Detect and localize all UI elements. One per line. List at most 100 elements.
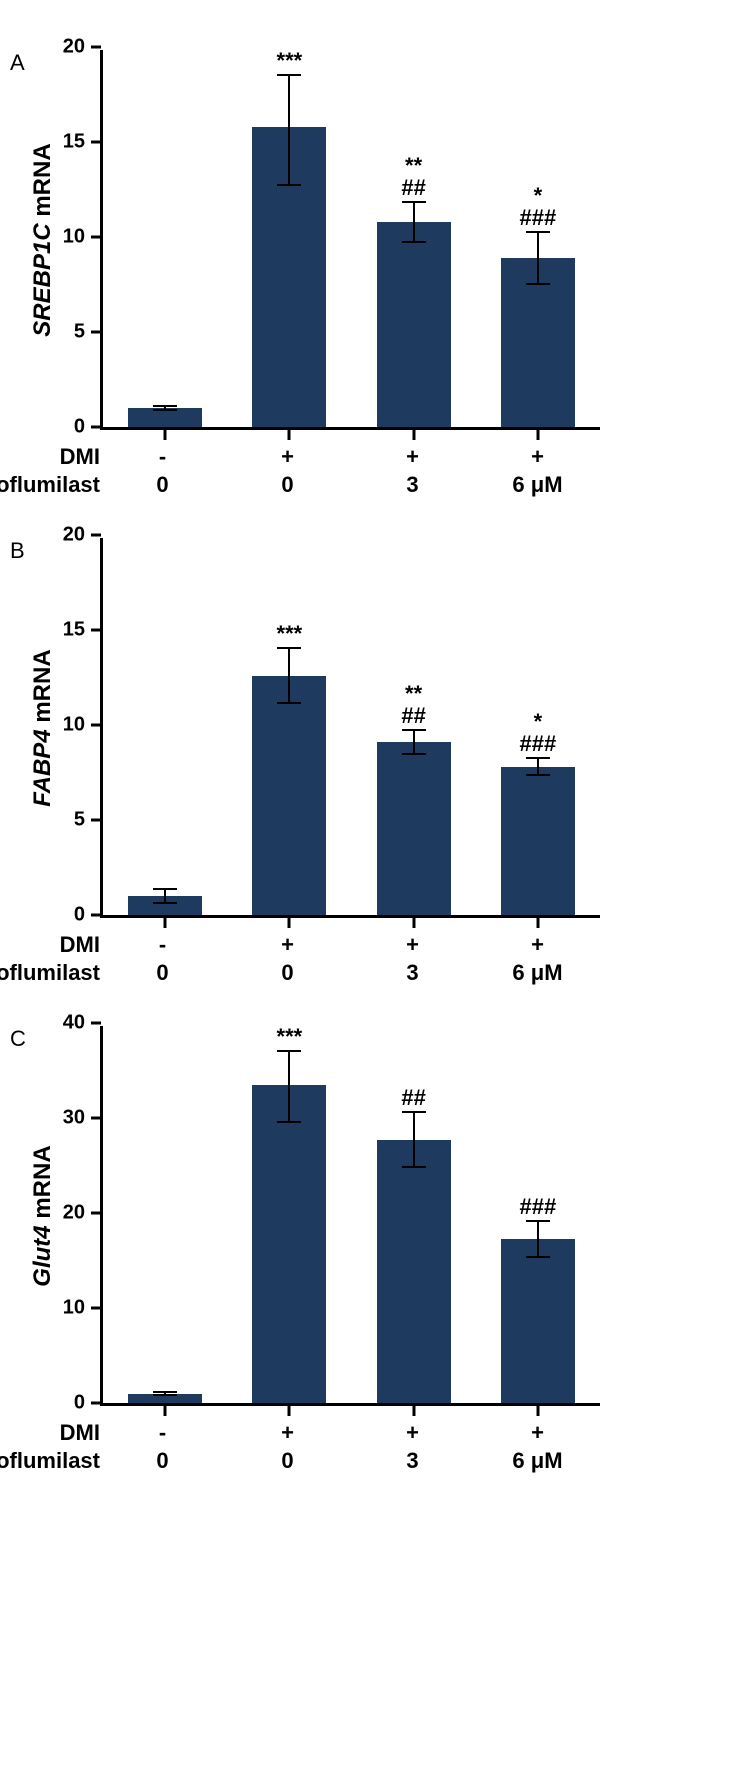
y-tick: 20	[63, 1202, 101, 1225]
error-cap	[526, 774, 550, 776]
error-cap	[277, 74, 301, 76]
y-tick-label: 10	[63, 714, 85, 737]
error-bar-lower	[413, 742, 415, 755]
y-tick-mark	[91, 724, 101, 727]
x-tick-mark	[288, 918, 291, 928]
bar	[501, 258, 575, 427]
error-cap	[277, 1121, 301, 1123]
bar	[377, 1140, 451, 1403]
y-tick-label: 5	[74, 321, 85, 344]
bar-slot: ***	[227, 50, 351, 427]
chart-panel: B05101520FABP4 mRNA*****##*###DMI-+++Rof…	[10, 538, 721, 986]
x-cell: +	[225, 932, 350, 958]
error-bar-upper	[288, 74, 290, 127]
x-cell: 0	[225, 960, 350, 986]
x-row-values: -+++	[100, 444, 600, 470]
x-cell: +	[475, 444, 600, 470]
significance-annotation: **##	[401, 683, 425, 727]
plot-area: 05101520FABP4 mRNA*****##*###	[100, 538, 600, 918]
x-cell: 0	[100, 472, 225, 498]
error-cap	[526, 231, 550, 233]
x-cell: +	[475, 1420, 600, 1446]
bar-slot: ***	[227, 1026, 351, 1403]
bar-slot: *###	[476, 50, 600, 427]
y-tick-mark	[91, 1022, 101, 1025]
panel-label: C	[10, 1026, 26, 1052]
x-labels: DMI-+++Roflumilast0036 μM	[100, 1420, 660, 1474]
x-row-title: DMI	[0, 932, 100, 958]
error-cap	[402, 1111, 426, 1113]
y-tick-label: 15	[63, 619, 85, 642]
x-cell: -	[100, 444, 225, 470]
x-tick-mark	[412, 918, 415, 928]
bar	[128, 1394, 202, 1404]
y-tick: 40	[63, 1012, 101, 1035]
bar-slot: ###	[476, 1026, 600, 1403]
y-tick-mark	[91, 1212, 101, 1215]
x-label-row: DMI-+++	[100, 932, 660, 958]
error-cap	[153, 409, 177, 411]
x-row-values: -+++	[100, 932, 600, 958]
error-bar-lower	[413, 1140, 415, 1169]
y-tick-label: 20	[63, 524, 85, 547]
x-cell: +	[350, 1420, 475, 1446]
y-tick-mark	[91, 629, 101, 632]
error-cap	[402, 753, 426, 755]
chart-wrap: 05101520SREBP1C mRNA*****##*###DMI-+++Ro…	[100, 50, 660, 498]
y-tick: 5	[74, 321, 101, 344]
y-tick-label: 30	[63, 1107, 85, 1130]
x-cell: 6 μM	[475, 472, 600, 498]
y-tick-label: 15	[63, 131, 85, 154]
y-tick-mark	[91, 914, 101, 917]
x-cell: +	[225, 1420, 350, 1446]
error-bar-upper	[288, 1050, 290, 1085]
bars-container: *****##*###	[103, 538, 600, 915]
bar	[128, 408, 202, 427]
y-tick: 10	[63, 226, 101, 249]
error-cap	[402, 201, 426, 203]
y-tick: 10	[63, 1297, 101, 1320]
y-tick-mark	[91, 331, 101, 334]
x-cell: 3	[350, 960, 475, 986]
bar	[501, 1239, 575, 1403]
y-tick-label: 0	[74, 904, 85, 927]
chart-wrap: 05101520FABP4 mRNA*****##*###DMI-+++Rofl…	[100, 538, 660, 986]
bar	[128, 896, 202, 915]
chart-wrap: 010203040Glut4 mRNA***#####DMI-+++Roflum…	[100, 1026, 660, 1474]
panel-label: A	[10, 50, 25, 76]
error-cap	[526, 1220, 550, 1222]
error-cap	[526, 1256, 550, 1258]
error-bar-lower	[537, 1239, 539, 1258]
x-label-row: Roflumilast0036 μM	[100, 1448, 660, 1474]
error-bar-lower	[164, 408, 166, 411]
x-tick-mark	[536, 430, 539, 440]
bar-slot: ##	[352, 1026, 476, 1403]
y-tick: 0	[74, 416, 101, 439]
bar-slot: *###	[476, 538, 600, 915]
bar	[252, 676, 326, 915]
error-bar-lower	[288, 1085, 290, 1123]
error-bar-upper	[288, 647, 290, 676]
error-bar-lower	[288, 127, 290, 186]
bar	[377, 742, 451, 915]
y-tick: 20	[63, 36, 101, 59]
error-bar-lower	[288, 676, 290, 705]
error-cap	[277, 184, 301, 186]
y-tick: 10	[63, 714, 101, 737]
y-tick-label: 20	[63, 1202, 85, 1225]
bar-slot: **##	[352, 50, 476, 427]
y-tick-mark	[91, 46, 101, 49]
x-tick-mark	[164, 430, 167, 440]
x-cell: 3	[350, 1448, 475, 1474]
y-tick-label: 5	[74, 809, 85, 832]
bar-slot: **##	[352, 538, 476, 915]
error-cap	[153, 902, 177, 904]
x-tick-mark	[164, 918, 167, 928]
error-cap	[277, 647, 301, 649]
error-cap	[153, 1394, 177, 1396]
x-cell: -	[100, 1420, 225, 1446]
y-axis-title: FABP4 mRNA	[29, 628, 57, 828]
x-tick-mark	[288, 430, 291, 440]
significance-annotation: **##	[401, 155, 425, 199]
x-labels: DMI-+++Roflumilast0036 μM	[100, 932, 660, 986]
